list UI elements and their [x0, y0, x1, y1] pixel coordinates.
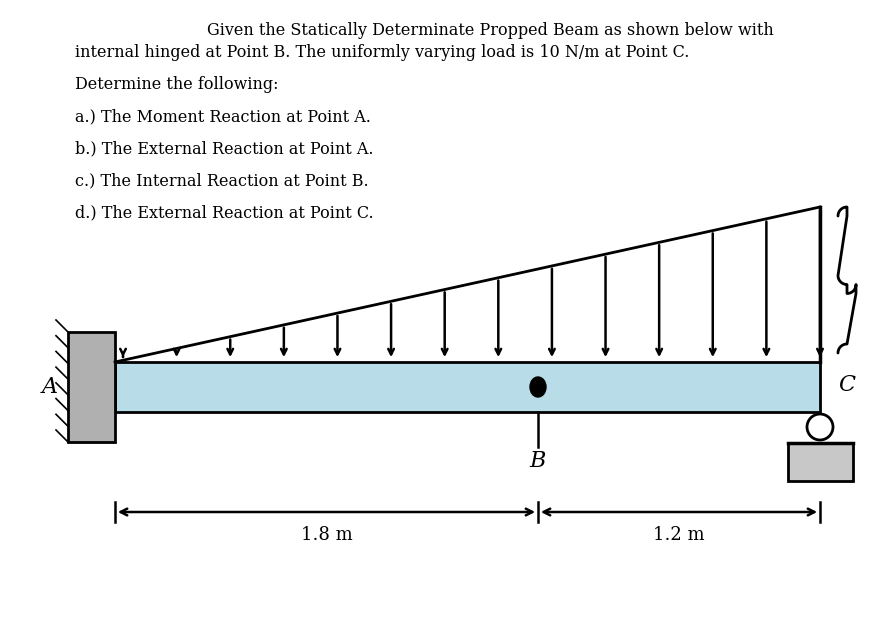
Text: 1.8 m: 1.8 m	[301, 526, 352, 544]
Text: B: B	[530, 450, 546, 472]
Text: Determine the following:: Determine the following:	[75, 76, 278, 93]
Text: Given the Statically Determinate Propped Beam as shown below with: Given the Statically Determinate Propped…	[207, 22, 773, 39]
Text: a.) The Moment Reaction at Point A.: a.) The Moment Reaction at Point A.	[75, 108, 371, 125]
Text: A: A	[42, 376, 58, 398]
Text: c.) The Internal Reaction at Point B.: c.) The Internal Reaction at Point B.	[75, 172, 369, 189]
Text: d.) The External Reaction at Point C.: d.) The External Reaction at Point C.	[75, 204, 373, 221]
Text: b.) The External Reaction at Point A.: b.) The External Reaction at Point A.	[75, 140, 373, 157]
Text: C: C	[838, 374, 855, 396]
Bar	[115, 362, 820, 412]
Text: internal hinged at Point B. The uniformly varying load is 10 N/m at Point C.: internal hinged at Point B. The uniforml…	[75, 44, 690, 61]
Ellipse shape	[530, 377, 546, 397]
Bar	[787, 443, 853, 481]
Text: 1.2 m: 1.2 m	[653, 526, 705, 544]
Circle shape	[807, 414, 833, 440]
Bar	[68, 332, 115, 442]
